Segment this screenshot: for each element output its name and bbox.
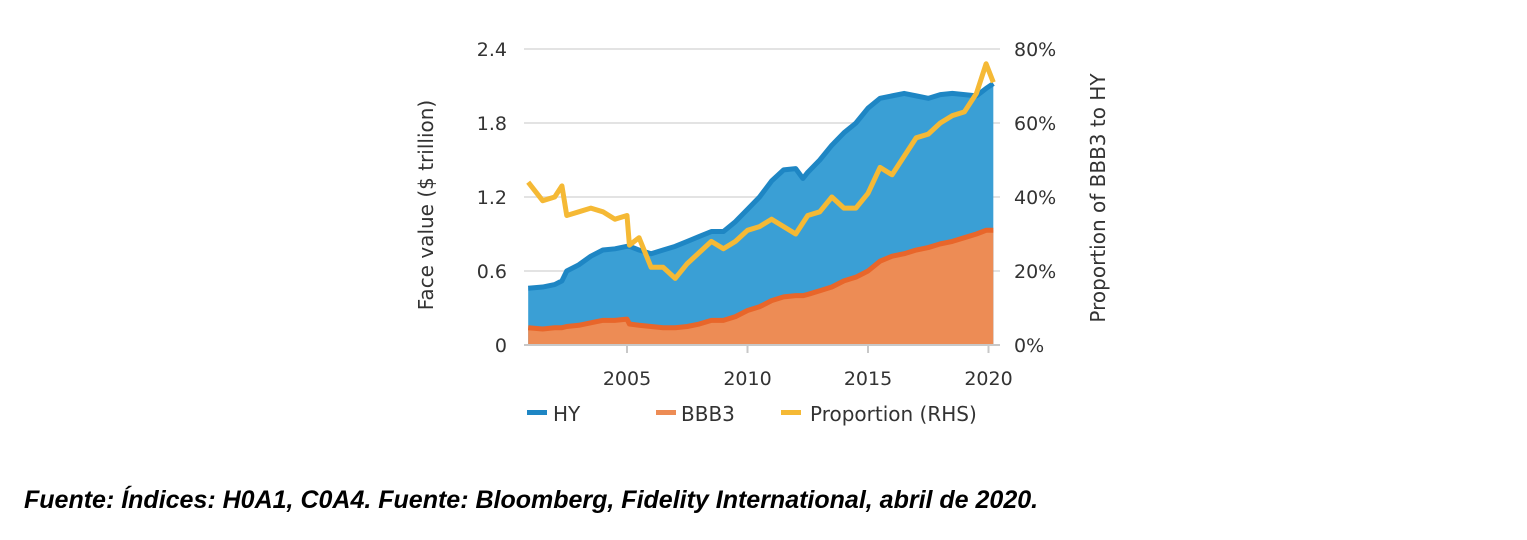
y-axis-title-left: Face value ($ trillion) [414, 100, 438, 310]
legend: HY BBB3 Proportion (RHS) [527, 402, 977, 426]
x-tick-label: 2005 [603, 368, 651, 390]
axes: 0 0.6 1.2 1.8 2.4 0% 20% 40% 60% 80% 2005 2010 2015 2… [477, 39, 1056, 390]
legend-swatch-proportion [781, 410, 801, 415]
legend-swatch-bbb3 [656, 410, 676, 415]
legend-label-hy: HY [553, 402, 581, 426]
y-tick-label-right: 80% [1014, 39, 1056, 61]
area-bbb3 [528, 230, 994, 345]
x-tick-label: 2015 [844, 368, 892, 390]
legend-label-proportion: Proportion (RHS) [810, 402, 977, 426]
y-tick-label-left: 0.6 [477, 261, 507, 283]
legend-item-bbb3: BBB3 [656, 402, 735, 426]
source-caption: Fuente: Índices: H0A1, C0A4. Fuente: Blo… [24, 486, 1039, 514]
x-tick-label: 2020 [964, 368, 1012, 390]
y-tick-label-left: 0 [495, 335, 507, 357]
legend-item-hy: HY [527, 402, 581, 426]
legend-label-bbb3: BBB3 [681, 402, 735, 426]
legend-item-proportion: Proportion (RHS) [781, 402, 977, 426]
plot-lines [526, 61, 996, 281]
plot-areas [527, 81, 995, 346]
y-tick-label-right: 60% [1014, 113, 1056, 135]
y-tick-label-left: 1.2 [477, 187, 507, 209]
y-tick-label-right: 40% [1014, 187, 1056, 209]
x-tick-label: 2010 [723, 368, 771, 390]
y-tick-label-right: 20% [1014, 261, 1056, 283]
legend-swatch-hy [527, 410, 547, 415]
y-tick-label-left: 2.4 [477, 39, 507, 61]
y-axis-title-right: Proportion of BBB3 to HY [1086, 73, 1110, 323]
y-tick-label-right: 0% [1014, 335, 1044, 357]
y-tick-label-left: 1.8 [477, 113, 507, 135]
chart: 0 0.6 1.2 1.8 2.4 0% 20% 40% 60% 80% 2005 2010 2015 2… [414, 39, 1110, 426]
